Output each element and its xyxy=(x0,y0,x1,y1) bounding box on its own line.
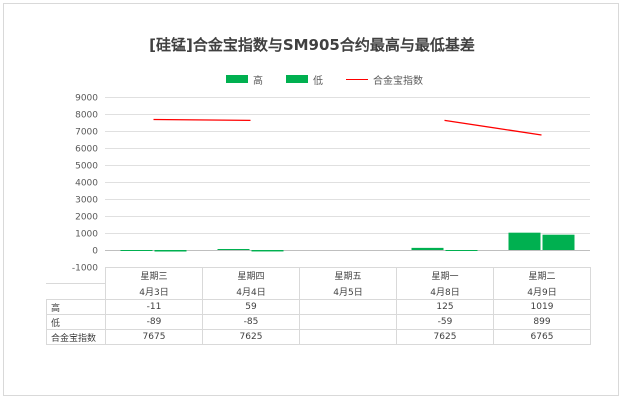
table-cell: 6765 xyxy=(493,329,591,345)
category-day: 星期五 xyxy=(299,267,397,284)
y-tick-label: 7000 xyxy=(75,128,98,138)
table-row-low: 低 -89 -85 -59 899 xyxy=(46,314,591,330)
category-date: 4月3日 xyxy=(105,283,203,300)
legend-swatch-index xyxy=(346,78,368,80)
category-date: 4月5日 xyxy=(299,283,397,300)
bar xyxy=(542,234,575,250)
table-cell: 7625 xyxy=(396,329,494,345)
table-cell: 7625 xyxy=(202,329,300,345)
y-tick-label: 0 xyxy=(92,247,98,257)
table-cell xyxy=(299,329,397,345)
table-cell: 7675 xyxy=(105,329,203,345)
bar-layer xyxy=(120,232,575,252)
legend-label-high: 高 xyxy=(253,75,263,87)
category-day: 星期三 xyxy=(105,267,203,284)
chart-legend: 高 低 合金宝指数 xyxy=(4,72,620,87)
table-row-day: 星期三 星期四 星期五 星期一 星期二 xyxy=(46,267,591,284)
data-table: 星期三 星期四 星期五 星期一 星期二 4月3日 4月4日 4月5日 4月8日 … xyxy=(46,267,591,345)
y-tick-label: 6000 xyxy=(75,145,98,155)
table-cell: 125 xyxy=(396,299,494,315)
category-day: 星期二 xyxy=(493,267,591,284)
bar xyxy=(445,250,478,252)
table-cell: -85 xyxy=(202,314,300,330)
bar xyxy=(217,248,250,250)
legend-item-low: 低 xyxy=(286,72,323,87)
category-date: 4月4日 xyxy=(202,283,300,300)
legend-label-index: 合金宝指数 xyxy=(373,75,423,87)
series-line xyxy=(153,118,251,122)
y-tick-label: 9000 xyxy=(75,94,98,104)
legend-item-high: 高 xyxy=(226,72,263,87)
table-corner xyxy=(46,283,106,300)
chart-title: [硅锰]合金宝指数与SM905合约最高与最低基差 xyxy=(149,36,475,54)
line-layer xyxy=(153,118,542,136)
row-header-index: 合金宝指数 xyxy=(46,329,106,345)
y-tick-label: 5000 xyxy=(75,162,98,172)
y-tick-label: 3000 xyxy=(75,196,98,206)
table-cell xyxy=(299,314,397,330)
y-tick-label: 4000 xyxy=(75,179,98,189)
table-corner xyxy=(46,267,106,284)
grid-layer xyxy=(105,97,590,268)
y-tick-label: 2000 xyxy=(75,213,98,223)
table-cell: 59 xyxy=(202,299,300,315)
table-cell: -89 xyxy=(105,314,203,330)
bar xyxy=(251,250,284,252)
legend-item-index: 合金宝指数 xyxy=(346,72,423,87)
table-row-index: 合金宝指数 7675 7625 7625 6765 xyxy=(46,329,591,345)
table-cell xyxy=(299,299,397,315)
bar xyxy=(154,250,187,252)
y-tick-label: 1000 xyxy=(75,230,98,240)
table-cell: -11 xyxy=(105,299,203,315)
table-cell: 899 xyxy=(493,314,591,330)
table-cell: -59 xyxy=(396,314,494,330)
legend-label-low: 低 xyxy=(313,75,323,87)
legend-swatch-high xyxy=(226,75,248,83)
bar xyxy=(411,247,444,250)
table-row-high: 高 -11 59 125 1019 xyxy=(46,299,591,315)
category-date: 4月9日 xyxy=(493,283,591,300)
row-header-low: 低 xyxy=(46,314,106,330)
series-line xyxy=(444,119,542,136)
row-header-high: 高 xyxy=(46,299,106,315)
legend-swatch-low xyxy=(286,75,308,83)
category-day: 星期四 xyxy=(202,267,300,284)
bar xyxy=(508,232,541,250)
table-row-date: 4月3日 4月4日 4月5日 4月8日 4月9日 xyxy=(46,283,591,300)
table-cell: 1019 xyxy=(493,299,591,315)
y-axis-ticks: -100001000200030004000500060007000800090… xyxy=(72,94,98,274)
category-date: 4月8日 xyxy=(396,283,494,300)
y-tick-label: 8000 xyxy=(75,111,98,121)
bar xyxy=(120,250,153,251)
category-day: 星期一 xyxy=(396,267,494,284)
